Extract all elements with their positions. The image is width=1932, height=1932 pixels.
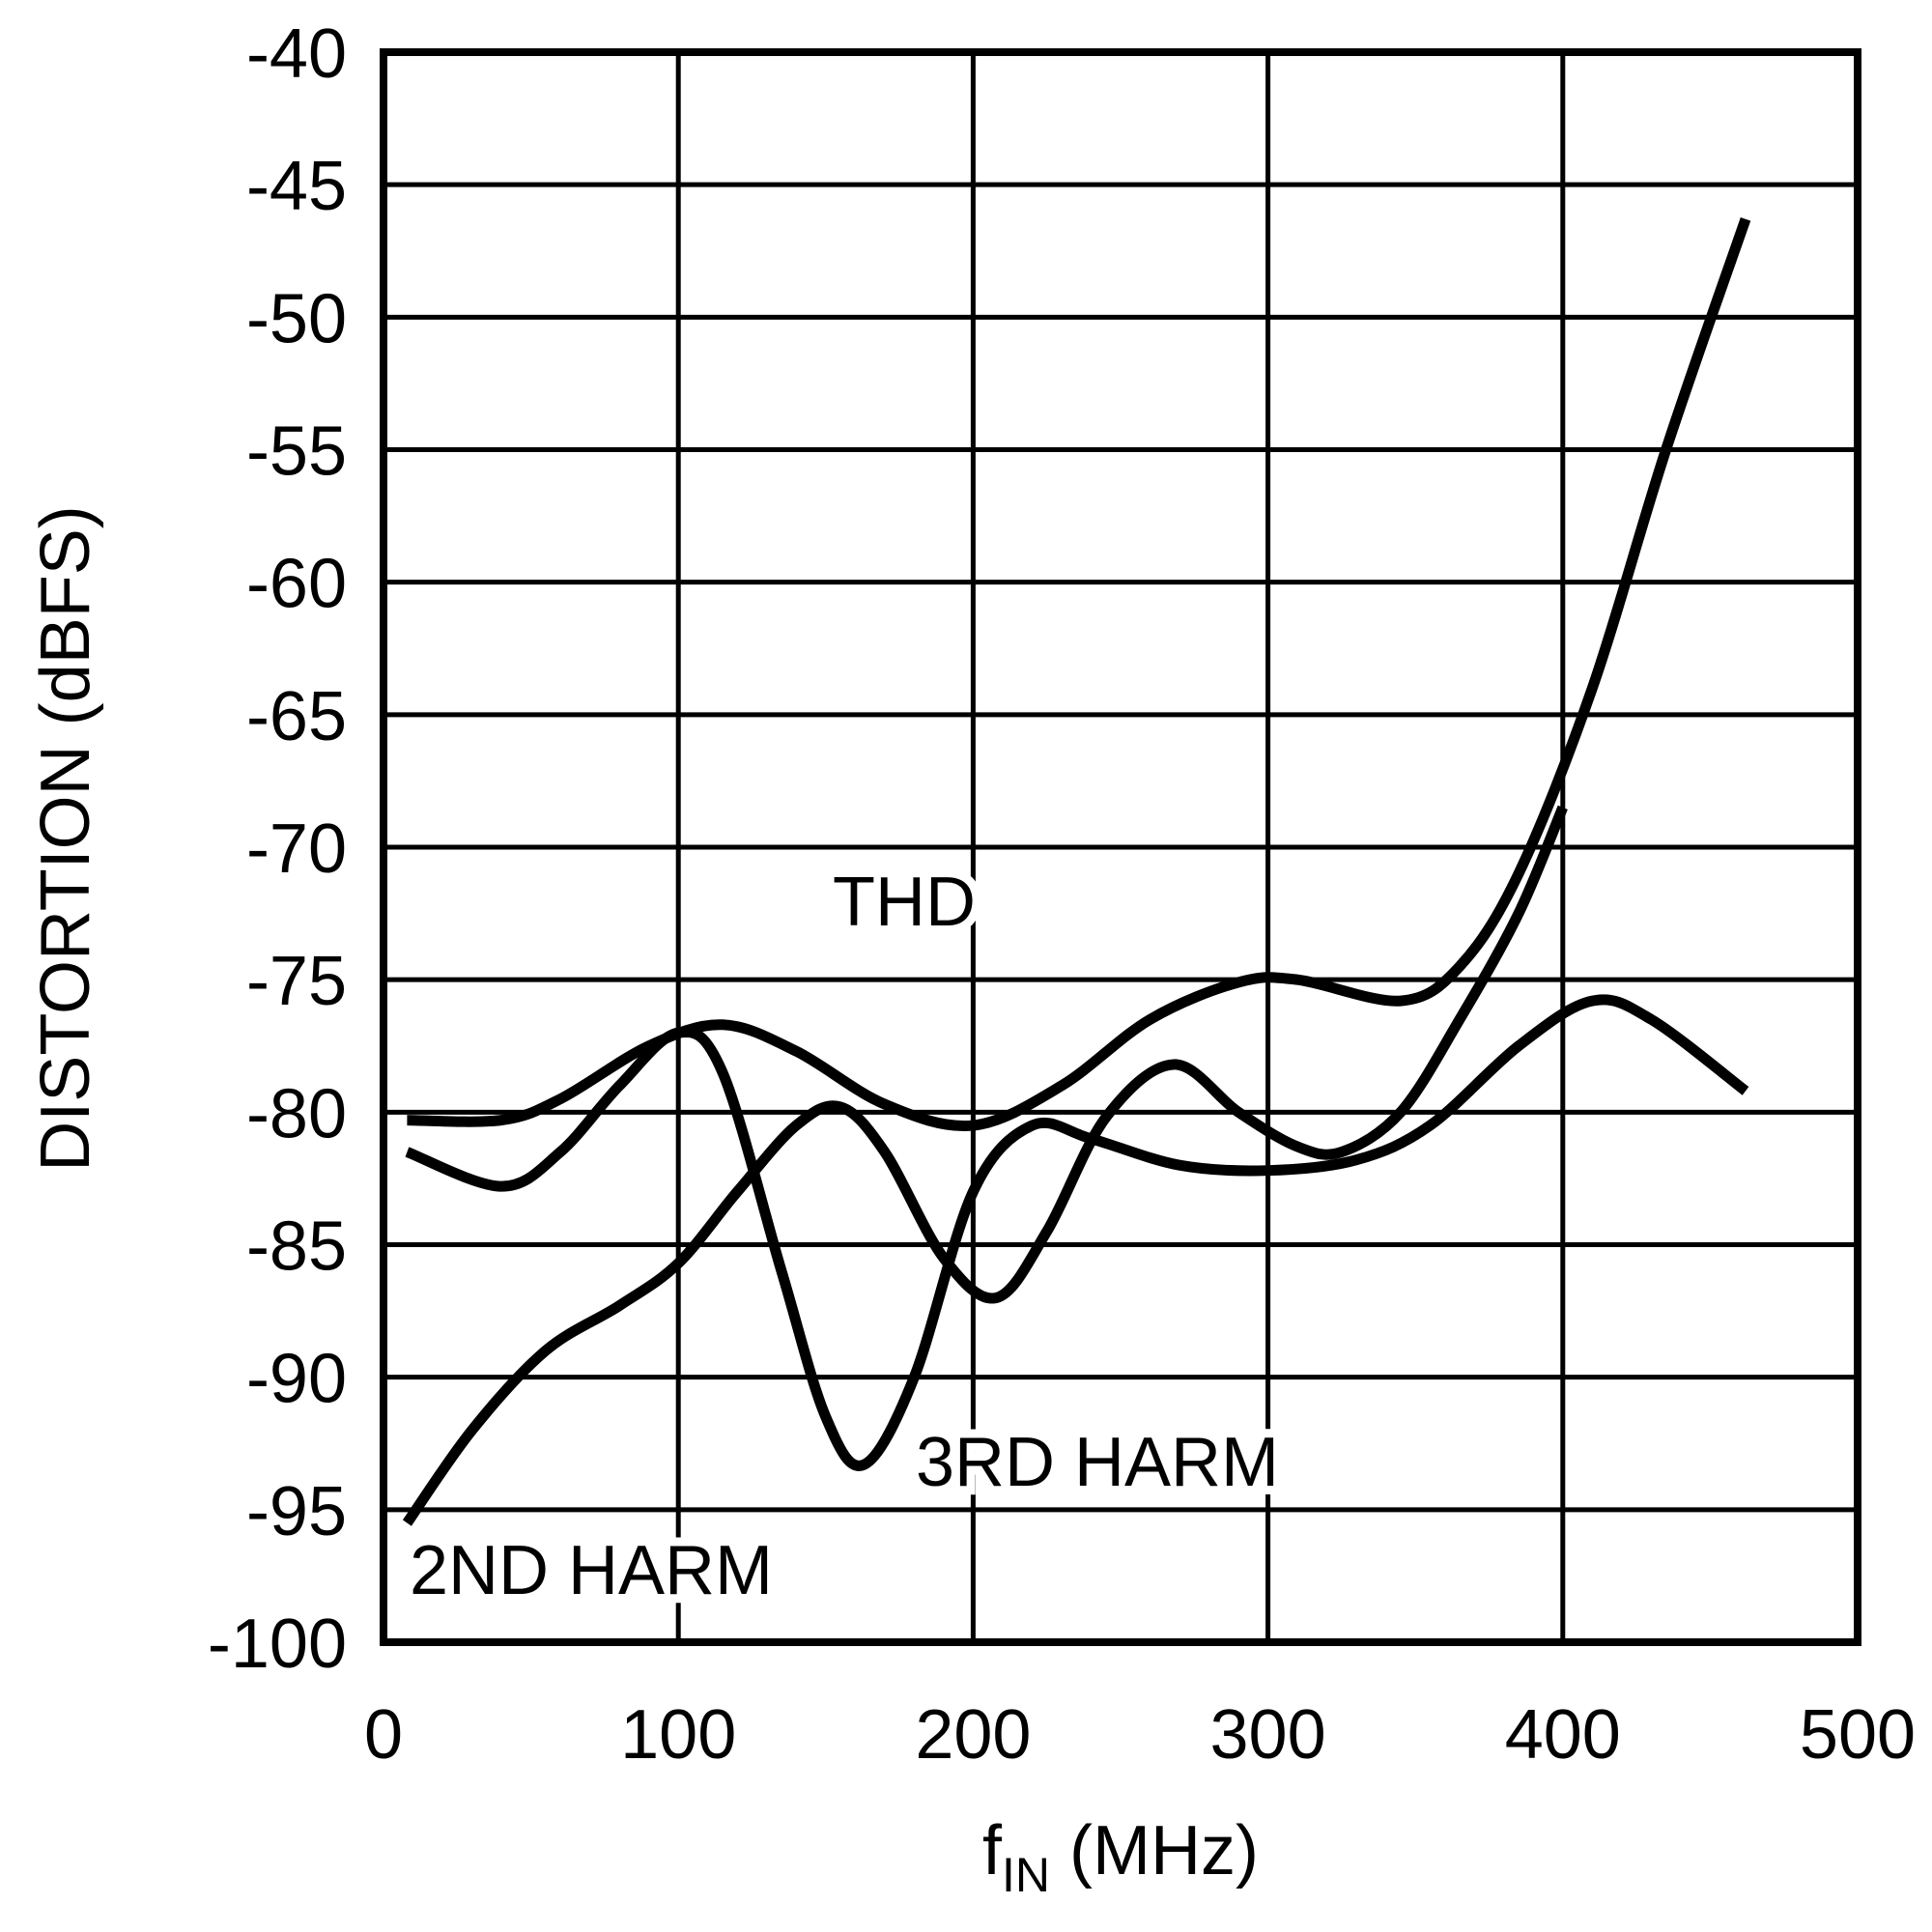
x-tick-label: 300 [1210, 1696, 1326, 1774]
series-2nd-harm [402, 805, 1568, 1526]
y-tick-label: -60 [246, 546, 347, 623]
y-axis-ticks: -40 -45 -50 -55 -60 -65 -70 -75 -80 -85 -90 -95 -100 [208, 15, 347, 1683]
y-tick-label: -40 [246, 15, 347, 93]
x-axis-label-unit: (MHz) [1050, 1812, 1259, 1889]
y-tick-label: -55 [246, 413, 347, 491]
x-tick-label: 500 [1800, 1696, 1916, 1774]
curve-annotations: THD 3RD HARM 2ND HARM [401, 855, 1288, 1618]
x-axis-label-subscript: IN [1002, 1848, 1050, 1902]
y-tick-label: -90 [246, 1341, 347, 1418]
x-tick-label: 0 [364, 1696, 403, 1774]
y-tick-label: -100 [208, 1605, 347, 1683]
y-tick-label: -50 [246, 280, 347, 357]
y-tick-label: -85 [246, 1208, 347, 1286]
annotation-2nd-harm: 2ND HARM [410, 1532, 773, 1609]
y-tick-label: -65 [246, 678, 347, 755]
y-axis-label: DISTORTION (dBFS) [27, 505, 104, 1171]
series-3rd-harm [405, 994, 1749, 1471]
x-axis-label-main: f [982, 1812, 1003, 1889]
y-tick-label: -70 [246, 810, 347, 888]
x-tick-label: 100 [620, 1696, 736, 1774]
series-thd [407, 217, 1751, 1132]
grid-lines [381, 49, 1861, 1645]
series-group [402, 217, 1751, 1526]
x-tick-label: 200 [915, 1696, 1031, 1774]
x-axis-label: fIN (MHz) [982, 1812, 1259, 1902]
annotation-3rd-harm: 3RD HARM [916, 1424, 1279, 1501]
x-tick-label: 400 [1505, 1696, 1621, 1774]
plot-frame [380, 48, 1861, 1646]
y-tick-label: -95 [246, 1473, 347, 1550]
annotation-thd: THD [833, 864, 976, 941]
y-tick-label: -75 [246, 943, 347, 1020]
y-tick-label: -45 [246, 148, 347, 225]
x-axis-ticks: 0 100 200 300 400 500 [364, 1696, 1916, 1774]
y-tick-label: -80 [246, 1075, 347, 1152]
